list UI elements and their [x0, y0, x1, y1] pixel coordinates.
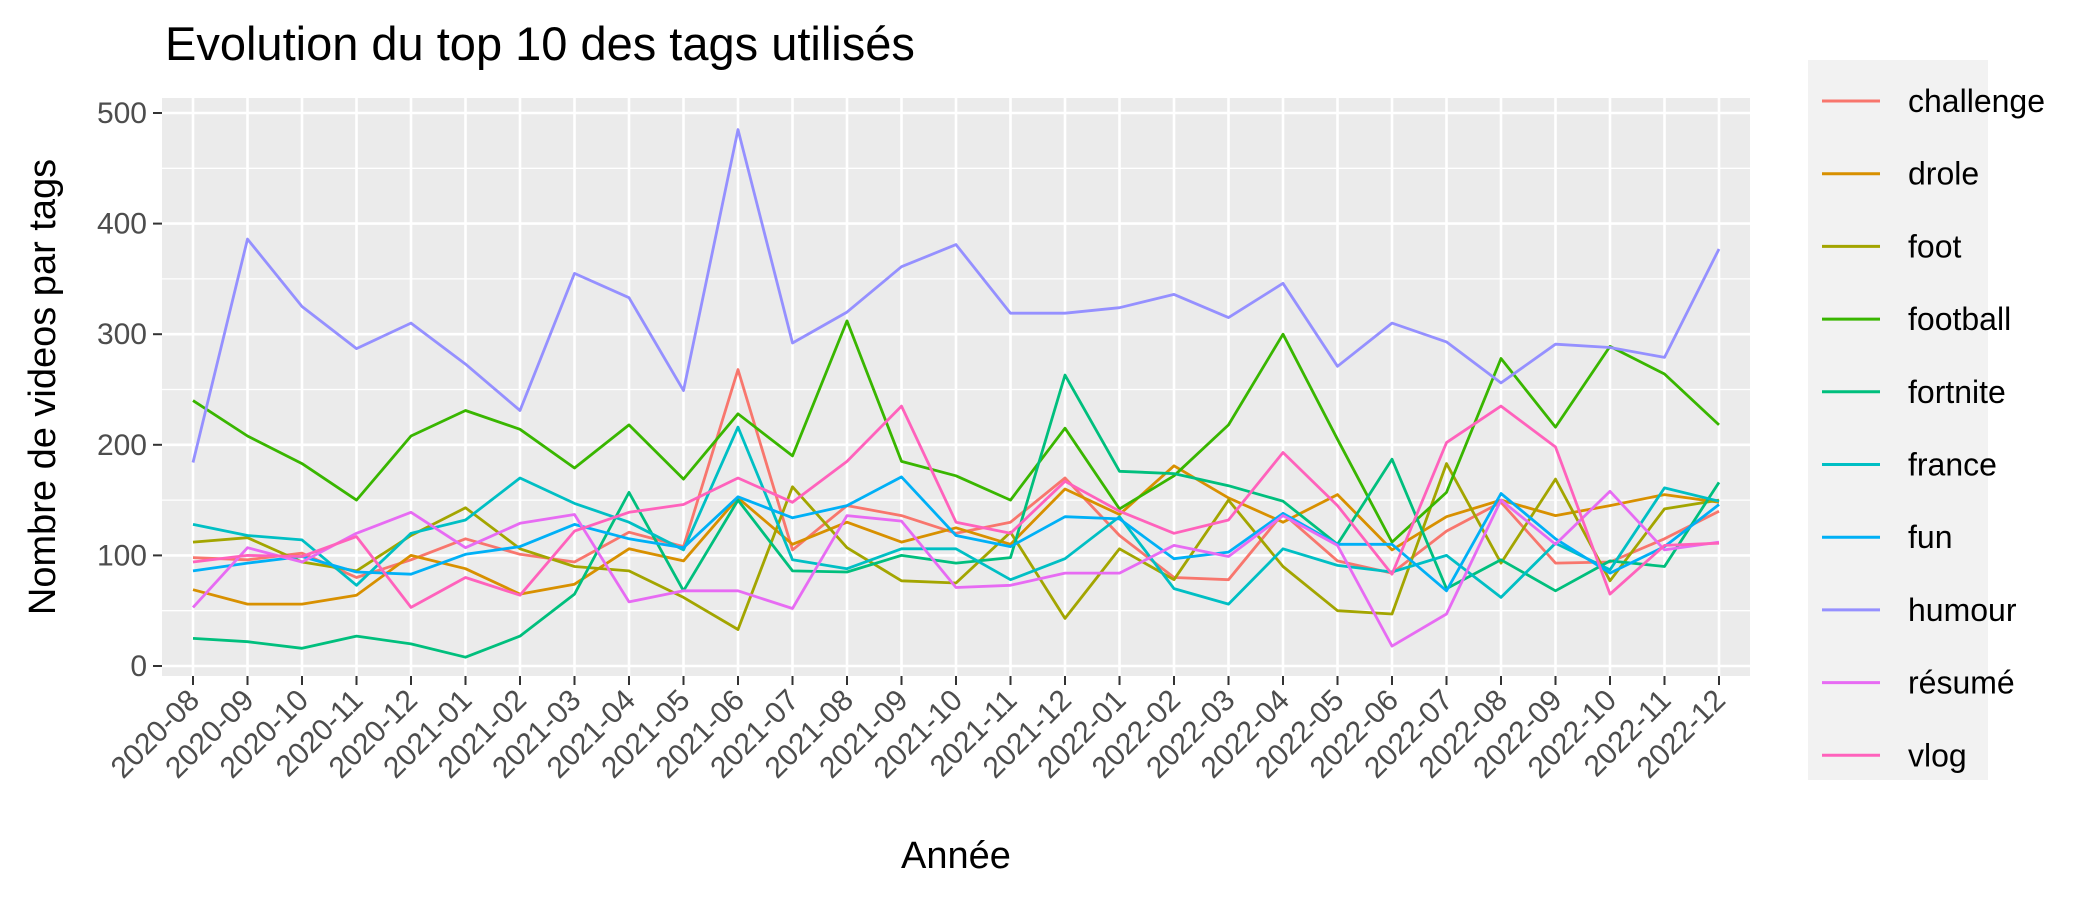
legend-item: football — [1822, 301, 2011, 337]
y-axis: 0 100 200 300 400 500 — [97, 97, 162, 683]
legend-item: foot — [1822, 228, 1961, 264]
series-line-vlog — [192, 404, 1720, 609]
y-tick-label: 200 — [97, 429, 147, 462]
legend-item: résumé — [1822, 665, 2015, 701]
series-line-humour — [191, 128, 1721, 463]
y-tick-label: 500 — [97, 97, 147, 130]
legend-label: résumé — [1908, 665, 2015, 701]
series-line-résumé — [191, 489, 1720, 648]
legend-label: challenge — [1908, 83, 2045, 119]
series-line-drole — [192, 464, 1720, 606]
legend-item: fortnite — [1822, 374, 2006, 410]
legend-label: foot — [1908, 228, 1961, 264]
legend-item: drole — [1822, 156, 1979, 192]
y-tick-label: 300 — [97, 318, 147, 351]
legend-item: france — [1822, 447, 1997, 483]
series-line-football — [192, 319, 1720, 544]
series-line-challenge — [192, 368, 1720, 582]
legend-background — [1808, 60, 1988, 780]
y-axis-title: Nombre de videos par tags — [22, 159, 64, 615]
legend: challenge drole foot football fortnite france… — [1822, 83, 2045, 773]
legend-label: fortnite — [1908, 374, 2006, 410]
legend-label: fun — [1908, 519, 1952, 555]
chart-title: Evolution du top 10 des tags utilisés — [165, 17, 915, 70]
y-tick-label: 400 — [97, 208, 147, 241]
x-axis-title: Année — [901, 835, 1011, 877]
series-lines — [191, 128, 1721, 659]
x-axis: 2020-082020-092020-102020-112020-122021-… — [105, 676, 1732, 785]
series-line-france — [192, 425, 1720, 606]
legend-label: drole — [1908, 156, 1979, 192]
legend-item: humour — [1822, 592, 2017, 628]
legend-item: challenge — [1822, 83, 2045, 119]
series-line-foot — [192, 462, 1720, 631]
legend-item: fun — [1822, 519, 1952, 555]
y-tick-label: 0 — [130, 650, 147, 683]
legend-label: humour — [1908, 592, 2017, 628]
legend-label: vlog — [1908, 737, 1967, 773]
y-tick-label: 100 — [97, 539, 147, 572]
legend-label: football — [1908, 301, 2011, 337]
legend-label: france — [1908, 447, 1997, 483]
legend-item: vlog — [1822, 737, 1967, 773]
series-line-fun — [192, 475, 1720, 593]
